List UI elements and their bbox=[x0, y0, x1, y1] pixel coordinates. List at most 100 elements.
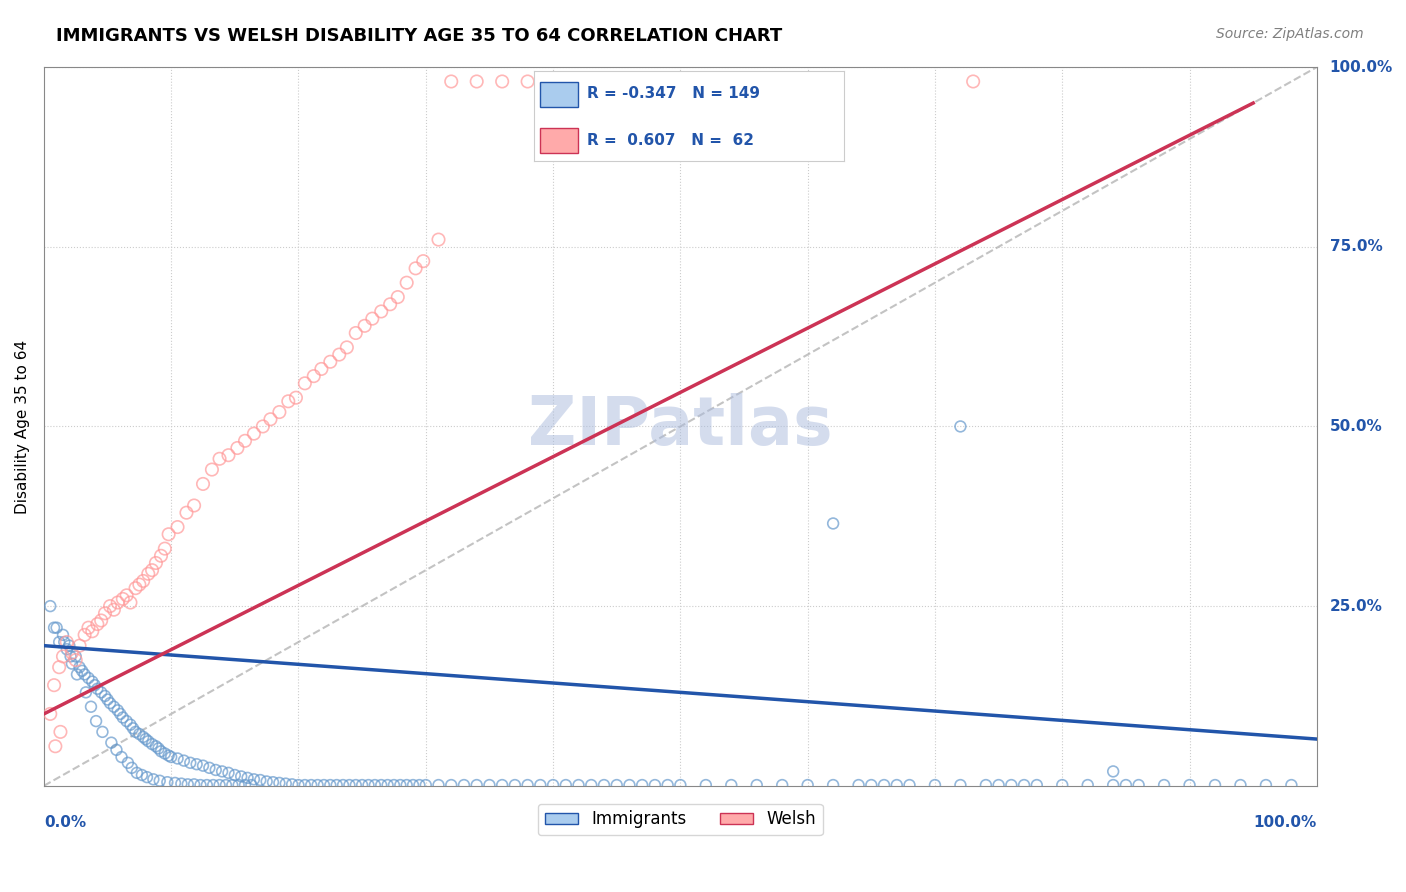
Point bbox=[412, 254, 434, 268]
Text: 75.0%: 75.0% bbox=[1330, 239, 1382, 254]
Point bbox=[124, 724, 146, 739]
Point bbox=[153, 541, 176, 556]
Point bbox=[145, 739, 167, 754]
Point bbox=[299, 778, 322, 792]
Point bbox=[353, 318, 375, 333]
Point bbox=[150, 549, 173, 563]
Point bbox=[240, 778, 263, 792]
Point bbox=[581, 778, 603, 792]
Point bbox=[415, 778, 437, 792]
Point bbox=[453, 778, 475, 792]
Point bbox=[395, 778, 418, 792]
Point bbox=[281, 777, 304, 791]
Point bbox=[173, 754, 195, 768]
Point bbox=[132, 730, 155, 744]
Point bbox=[389, 778, 412, 792]
Point bbox=[56, 642, 79, 657]
Point bbox=[186, 757, 208, 772]
Point bbox=[860, 778, 883, 792]
Point bbox=[243, 426, 266, 441]
Point bbox=[217, 448, 239, 462]
Point bbox=[284, 391, 307, 405]
Point bbox=[770, 778, 793, 792]
Point bbox=[195, 778, 218, 792]
Point bbox=[45, 621, 67, 635]
FancyBboxPatch shape bbox=[540, 82, 578, 107]
Point bbox=[1254, 778, 1277, 792]
Point bbox=[208, 778, 231, 792]
Point bbox=[42, 621, 65, 635]
Point bbox=[256, 774, 278, 789]
Point bbox=[1000, 778, 1022, 792]
Point bbox=[86, 617, 108, 632]
Point bbox=[44, 739, 66, 754]
Point bbox=[115, 714, 138, 728]
Point bbox=[131, 768, 153, 782]
Point bbox=[157, 748, 180, 763]
Point bbox=[352, 778, 374, 792]
Point bbox=[153, 747, 176, 761]
Point bbox=[60, 657, 83, 671]
Point bbox=[73, 628, 96, 642]
Point bbox=[269, 776, 291, 790]
Point bbox=[179, 756, 201, 770]
Point bbox=[75, 685, 97, 699]
Point bbox=[302, 369, 325, 384]
Point bbox=[105, 743, 128, 757]
Point bbox=[695, 778, 717, 792]
Point bbox=[294, 376, 316, 391]
Point bbox=[516, 778, 538, 792]
Point bbox=[94, 689, 117, 703]
Point bbox=[69, 660, 91, 674]
Point bbox=[1115, 778, 1137, 792]
Point bbox=[1204, 778, 1226, 792]
Point bbox=[111, 710, 134, 724]
Point bbox=[478, 778, 501, 792]
Text: 0.0%: 0.0% bbox=[44, 814, 86, 830]
Point bbox=[287, 778, 309, 792]
Text: 100.0%: 100.0% bbox=[1330, 60, 1393, 75]
Point bbox=[259, 412, 281, 426]
Point bbox=[91, 724, 114, 739]
Point bbox=[252, 419, 274, 434]
Point bbox=[307, 778, 329, 792]
Point bbox=[163, 776, 186, 790]
Point bbox=[39, 599, 62, 614]
Point bbox=[124, 581, 146, 595]
Point bbox=[142, 772, 165, 787]
Point bbox=[39, 706, 62, 721]
Point bbox=[170, 777, 193, 791]
Point bbox=[59, 649, 82, 664]
Point bbox=[166, 751, 188, 765]
Point bbox=[541, 778, 564, 792]
Point bbox=[243, 772, 266, 787]
Point bbox=[65, 653, 87, 667]
Point bbox=[58, 639, 80, 653]
Point bbox=[465, 778, 488, 792]
Point bbox=[183, 777, 205, 791]
Point bbox=[382, 778, 405, 792]
Point bbox=[949, 778, 972, 792]
Point bbox=[395, 276, 418, 290]
Point bbox=[554, 778, 576, 792]
Point bbox=[201, 462, 224, 476]
Point bbox=[83, 678, 105, 692]
Point bbox=[65, 649, 87, 664]
Text: Source: ZipAtlas.com: Source: ZipAtlas.com bbox=[1216, 27, 1364, 41]
Text: 25.0%: 25.0% bbox=[1330, 599, 1382, 614]
Point bbox=[190, 778, 212, 792]
Point bbox=[100, 736, 122, 750]
Point bbox=[149, 773, 172, 788]
Point bbox=[949, 419, 972, 434]
Point bbox=[110, 706, 132, 721]
Point bbox=[125, 765, 148, 780]
Point bbox=[98, 696, 121, 710]
Point bbox=[745, 778, 768, 792]
Point bbox=[873, 778, 896, 792]
Point bbox=[339, 778, 361, 792]
Point bbox=[135, 732, 157, 747]
Point bbox=[962, 74, 984, 88]
Point bbox=[224, 768, 246, 782]
Point bbox=[217, 765, 239, 780]
Point bbox=[233, 434, 256, 448]
